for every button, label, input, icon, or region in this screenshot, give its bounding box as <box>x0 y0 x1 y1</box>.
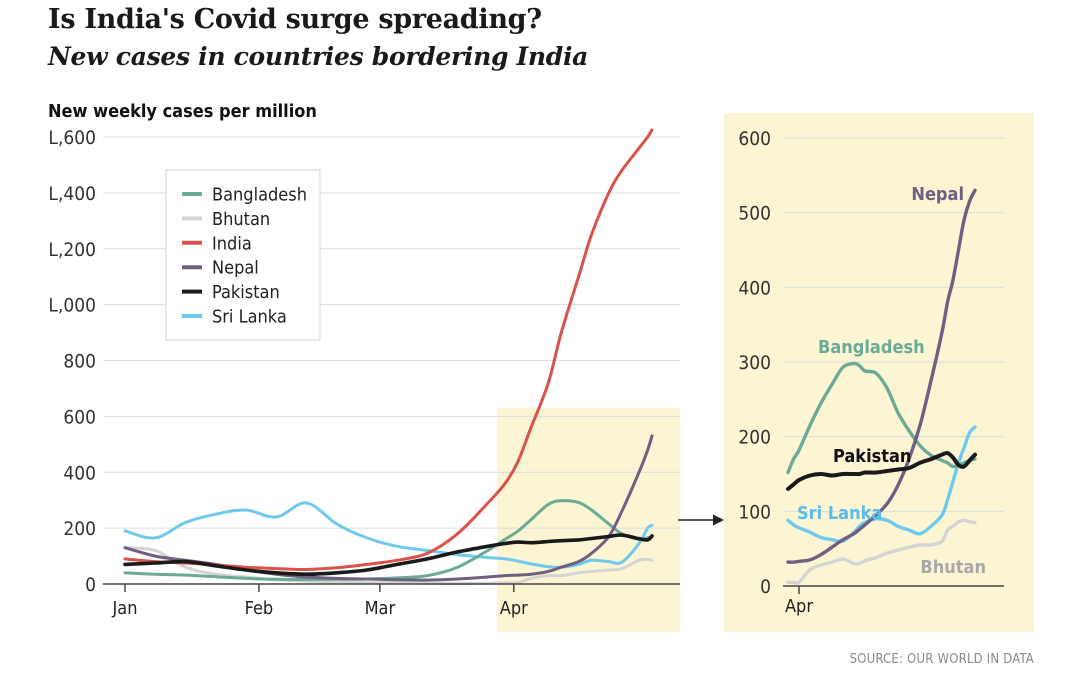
x-tick-label: Jan <box>112 598 138 619</box>
y-tick-label: L,000 <box>48 295 96 317</box>
y-tick-label: L,600 <box>48 127 96 149</box>
x-tick-label: Mar <box>365 598 396 619</box>
annotation-pakistan: Pakistan <box>833 446 911 467</box>
y-tick-label: L,400 <box>48 183 96 205</box>
series-line-sri-lanka <box>123 501 654 569</box>
annotation-bhutan: Bhutan <box>920 557 986 578</box>
y-tick-label: 600 <box>738 128 771 150</box>
chart-subtitle: New cases in countries bordering India <box>48 42 589 71</box>
legend <box>165 169 321 341</box>
y-tick-label: 300 <box>738 352 771 374</box>
x-tick-label: Apr <box>785 596 813 617</box>
legend-label-bangladesh: Bangladesh <box>212 185 307 206</box>
y-tick-label: 0 <box>760 576 771 598</box>
annotation-bangladesh: Bangladesh <box>818 337 925 358</box>
y-tick-label: L,200 <box>48 239 96 261</box>
series-line-bangladesh <box>123 499 654 581</box>
arrow-head-icon <box>713 514 724 526</box>
inset-series-line-pakistan <box>786 450 977 491</box>
annotation-nepal: Nepal <box>911 184 964 205</box>
y-tick-label: 500 <box>738 203 771 225</box>
legend-label-sri-lanka: Sri Lanka <box>212 307 287 328</box>
x-tick-label: Feb <box>245 598 274 619</box>
legend-label-india: India <box>212 233 252 254</box>
y-tick-label: 800 <box>63 351 96 373</box>
y-tick-label: 200 <box>738 427 771 449</box>
y-tick-label: 200 <box>63 518 96 540</box>
y-tick-label: 400 <box>63 462 96 484</box>
source-note: SOURCE: OUR WORLD IN DATA <box>849 652 1034 667</box>
inset-series-line-bangladesh <box>786 361 977 475</box>
chart-title: Is India's Covid surge spreading? <box>48 4 542 35</box>
inset-panel <box>724 113 1034 632</box>
inset-series-line-sri-lanka <box>786 425 977 544</box>
y-tick-label: 100 <box>738 501 771 523</box>
inset-series-line-nepal <box>786 188 977 564</box>
legend-label-bhutan: Bhutan <box>212 209 270 230</box>
series-line-india <box>123 128 654 572</box>
y-tick-label: 400 <box>738 277 771 299</box>
y-tick-label: 600 <box>63 406 96 428</box>
y-axis-title: New weekly cases per million <box>48 101 317 122</box>
annotation-sri-lanka: Sri Lanka <box>797 503 882 524</box>
x-tick-label: Apr <box>500 598 528 619</box>
y-tick-label: 0 <box>85 574 96 596</box>
series-line-pakistan <box>123 533 654 576</box>
legend-label-pakistan: Pakistan <box>212 282 280 303</box>
inset-series-line-bhutan <box>786 518 977 585</box>
legend-label-nepal: Nepal <box>212 258 259 279</box>
